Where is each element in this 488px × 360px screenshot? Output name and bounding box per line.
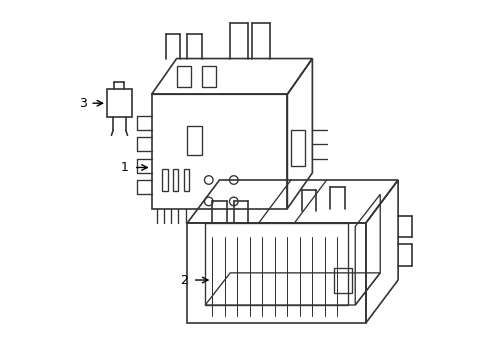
Bar (107, 89, 132, 117)
Text: 1: 1 (121, 161, 128, 174)
Bar (201, 66, 216, 87)
Bar (187, 223, 365, 323)
Bar (205, 223, 347, 305)
Bar (187, 126, 201, 155)
Bar (162, 169, 167, 191)
Bar (333, 268, 351, 293)
Text: 2: 2 (180, 274, 187, 287)
Bar (176, 66, 190, 87)
Bar (173, 169, 178, 191)
Bar (151, 94, 287, 208)
Bar (290, 130, 305, 166)
Bar (183, 169, 189, 191)
Text: 3: 3 (79, 97, 87, 110)
